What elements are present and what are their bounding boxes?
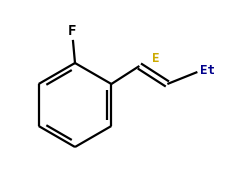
Text: F: F xyxy=(68,24,76,38)
Text: Et: Et xyxy=(200,64,215,76)
Text: E: E xyxy=(152,52,159,65)
